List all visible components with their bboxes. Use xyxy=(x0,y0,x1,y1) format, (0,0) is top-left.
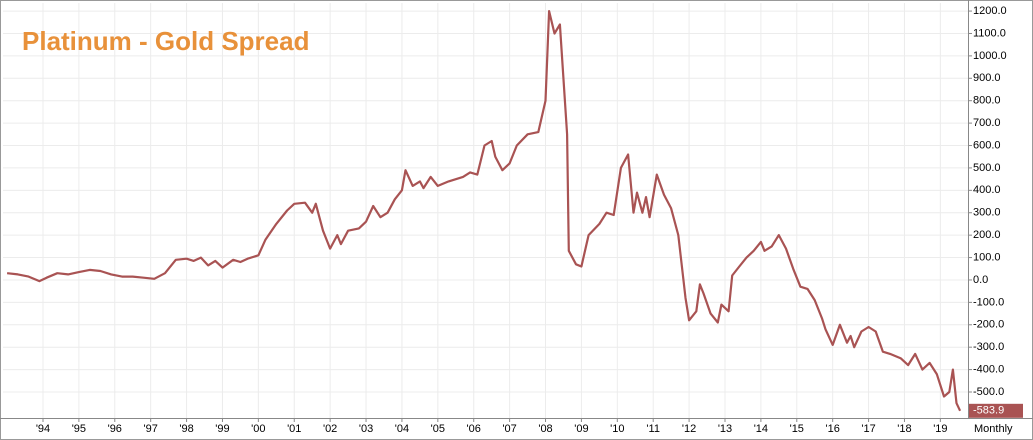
y-tick-label: 500.0 xyxy=(973,162,1001,174)
x-tick-label: '13 xyxy=(718,423,732,435)
y-tick-label: 900.0 xyxy=(973,72,1001,84)
x-tick-label: '96 xyxy=(108,423,122,435)
y-tick-label: -200.0 xyxy=(973,319,1004,331)
chart-title: Platinum - Gold Spread xyxy=(22,26,309,56)
x-tick-label: '04 xyxy=(395,423,409,435)
x-tick-label: '07 xyxy=(502,423,516,435)
y-tick-label: 1200.0 xyxy=(973,5,1007,17)
x-tick-label: '99 xyxy=(215,423,229,435)
price-line xyxy=(6,10,962,412)
x-tick-label: '16 xyxy=(826,423,840,435)
y-tick-label: -100.0 xyxy=(973,296,1004,308)
x-tick-label: '15 xyxy=(790,423,804,435)
x-tick-label: '97 xyxy=(143,423,157,435)
x-tick-label: '10 xyxy=(610,423,624,435)
x-tick-label: '12 xyxy=(682,423,696,435)
x-tick-label: '05 xyxy=(431,423,445,435)
x-tick-label: '95 xyxy=(72,423,86,435)
y-tick-label: -500.0 xyxy=(973,386,1004,398)
y-tick-label: 600.0 xyxy=(973,139,1001,151)
x-tick-label: '98 xyxy=(179,423,193,435)
period-label: Monthly xyxy=(974,423,1013,435)
y-tick-label: -300.0 xyxy=(973,341,1004,353)
y-tick-label: 0.0 xyxy=(973,274,988,286)
x-tick-label: '19 xyxy=(933,423,947,435)
x-tick-label: '01 xyxy=(287,423,301,435)
y-tick-label: 100.0 xyxy=(973,251,1001,263)
x-tick-label: '00 xyxy=(251,423,265,435)
y-tick-label: 200.0 xyxy=(973,229,1001,241)
y-tick-label: 800.0 xyxy=(973,95,1001,107)
y-tick-label: 300.0 xyxy=(973,207,1001,219)
x-tick-label: '08 xyxy=(538,423,552,435)
x-tick-label: '14 xyxy=(754,423,768,435)
plot xyxy=(6,10,962,412)
last-value-box xyxy=(969,403,1023,418)
x-tick-label: '03 xyxy=(359,423,373,435)
x-tick-label: '02 xyxy=(323,423,337,435)
x-tick-label: '06 xyxy=(467,423,481,435)
y-tick-label: 1100.0 xyxy=(973,27,1006,39)
x-tick-label: '11 xyxy=(646,423,660,435)
x-tick-label: '18 xyxy=(897,423,911,435)
x-tick-label: '09 xyxy=(574,423,588,435)
x-tick-label: '94 xyxy=(36,423,50,435)
x-tick-label: '17 xyxy=(861,423,875,435)
y-tick-label: 700.0 xyxy=(973,117,1001,129)
grid xyxy=(3,3,968,418)
y-tick-label: -400.0 xyxy=(973,364,1004,376)
y-tick-label: 400.0 xyxy=(973,184,1001,196)
y-tick-label: 1000.0 xyxy=(973,50,1007,62)
last-value-label: -583.9 xyxy=(973,405,1004,417)
